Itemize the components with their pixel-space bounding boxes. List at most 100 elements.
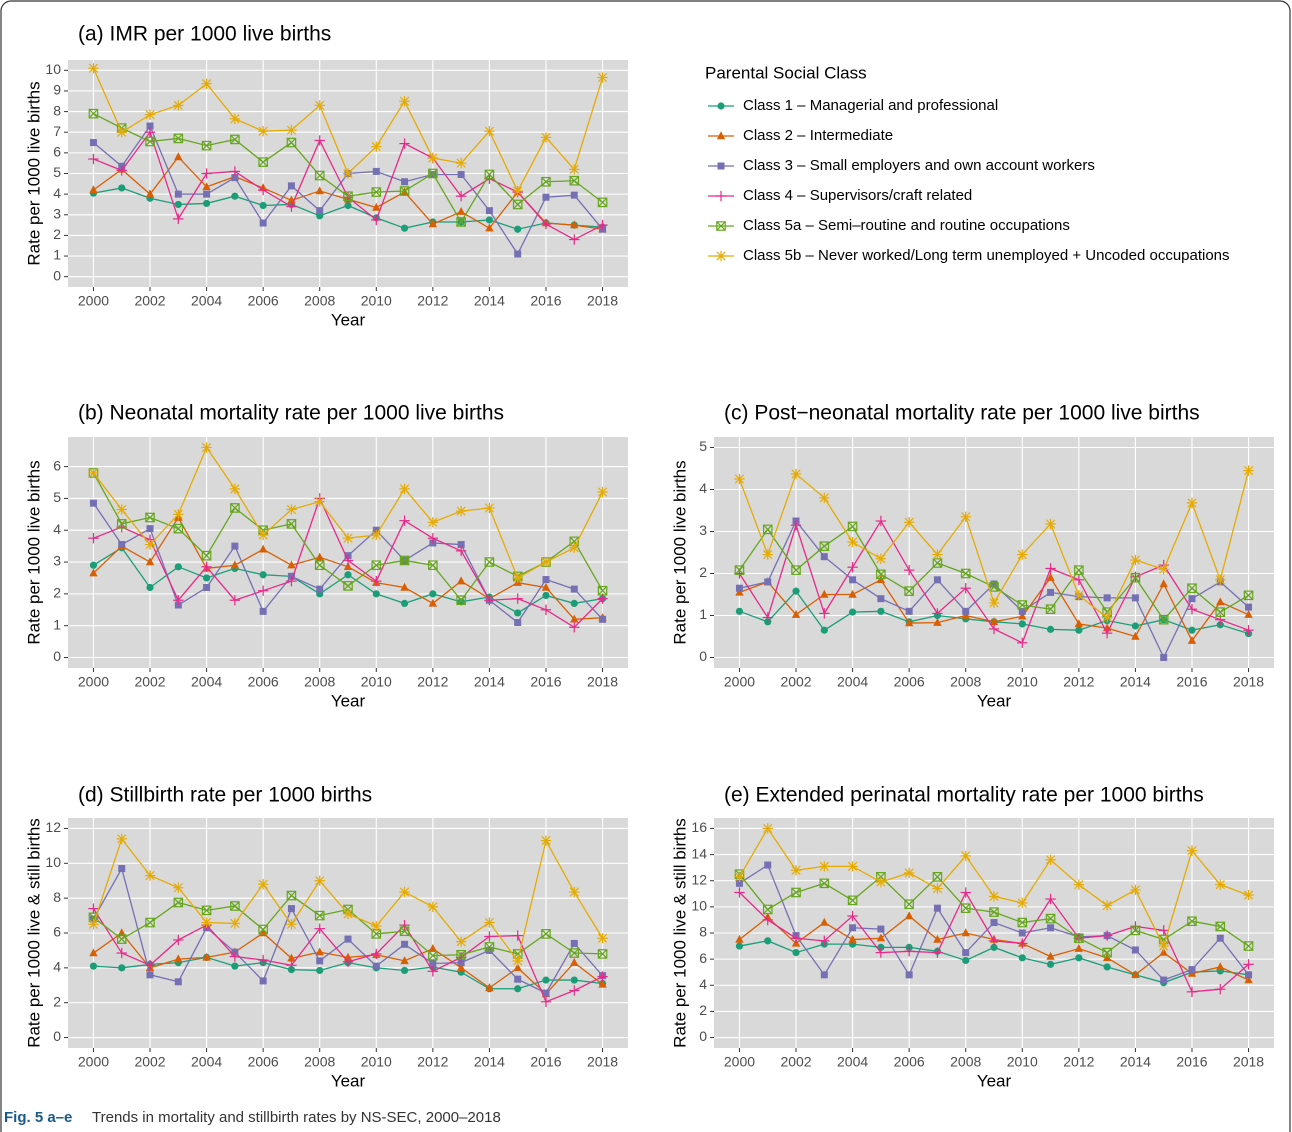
marker-stroke [258, 126, 268, 136]
data-point [734, 565, 745, 575]
data-point [875, 553, 887, 564]
data-point [485, 207, 493, 215]
y-tick-label: 2 [53, 226, 61, 242]
y-tick-label: 7 [53, 123, 61, 139]
data-point [764, 937, 772, 945]
data-point [569, 948, 580, 958]
data-point [400, 599, 409, 608]
marker-box [314, 170, 325, 181]
x-tick-label: 2018 [587, 1054, 618, 1070]
marker-stroke [1045, 604, 1056, 614]
data-point [174, 152, 183, 161]
data-point [989, 617, 999, 625]
data-point [1074, 943, 1084, 952]
marker-triangle [315, 947, 324, 956]
data-point [541, 176, 551, 187]
data-point [258, 157, 268, 167]
marker-box [201, 905, 212, 916]
data-point [118, 541, 126, 549]
data-point [174, 954, 183, 963]
marker-stroke [230, 114, 240, 124]
marker-stroke [428, 517, 438, 527]
data-point [201, 905, 212, 916]
data-point [89, 185, 98, 194]
marker-box [399, 926, 410, 937]
marker-box [116, 519, 127, 529]
marker-stroke [286, 125, 297, 135]
y-tick-label: 12 [691, 871, 707, 887]
marker-box [819, 541, 830, 551]
data-point [116, 127, 127, 138]
marker-stroke [989, 598, 999, 608]
marker-circle [1018, 954, 1026, 962]
data-point [541, 582, 551, 591]
marker-stroke [597, 933, 608, 943]
data-point [456, 963, 466, 972]
y-tick-label: 8 [53, 102, 61, 118]
legend-label: Class 5a – Semi–routine and routine occu… [743, 217, 1070, 234]
data-point [1130, 884, 1141, 896]
data-point [1045, 893, 1056, 905]
x-tick-label: 2010 [361, 1054, 392, 1070]
data-point [877, 607, 885, 615]
marker-stroke [541, 929, 551, 939]
data-point [1046, 960, 1055, 968]
marker-stroke [763, 524, 773, 535]
data-point [174, 190, 182, 198]
data-point [791, 565, 801, 575]
legend-label: Class 1 – Managerial and professional [743, 97, 998, 114]
data-point [456, 595, 466, 606]
data-point [201, 78, 212, 89]
legend-title: Parental Social Class [705, 63, 867, 82]
data-point [229, 113, 241, 125]
marker-stroke [1017, 898, 1027, 908]
data-point [847, 521, 858, 532]
data-point [259, 977, 267, 985]
marker-stroke [230, 901, 240, 911]
x-tick-label: 2002 [134, 293, 165, 309]
marker-stroke [399, 484, 410, 494]
marker-stroke [932, 549, 943, 560]
x-axis-label: Year [331, 310, 366, 329]
marker-triangle [570, 957, 579, 966]
data-point [597, 933, 608, 944]
marker-box [456, 595, 466, 606]
x-tick-label: 2016 [530, 293, 561, 309]
data-point [371, 141, 382, 152]
marker-square [1245, 971, 1253, 979]
data-point [174, 563, 182, 571]
marker-stroke [173, 133, 183, 144]
marker-square [231, 542, 239, 550]
marker-stroke [763, 549, 773, 560]
data-point [455, 936, 467, 947]
marker-stroke [173, 897, 183, 908]
data-point [1159, 579, 1168, 588]
data-point [1074, 933, 1084, 944]
marker-triangle [174, 152, 183, 161]
marker-stroke [1243, 465, 1254, 476]
data-point [762, 914, 773, 926]
x-tick-label: 2000 [78, 293, 109, 309]
marker-square [287, 905, 295, 913]
data-point [116, 934, 127, 944]
marker-stroke [569, 543, 579, 553]
data-point [118, 964, 126, 972]
data-point [287, 905, 295, 913]
marker-stroke [371, 530, 381, 540]
marker-square [514, 250, 522, 258]
y-tick-label: 5 [53, 489, 61, 505]
y-tick-label: 8 [53, 889, 61, 905]
marker-box [173, 523, 184, 534]
data-point [1131, 970, 1140, 979]
data-point [344, 935, 352, 943]
marker-circle [764, 937, 772, 945]
data-point [735, 879, 743, 887]
marker-triangle [848, 934, 857, 943]
data-point [1102, 947, 1112, 958]
data-point [427, 517, 439, 528]
data-point [905, 607, 913, 615]
data-point [230, 503, 240, 513]
data-point [257, 954, 269, 966]
data-point [932, 608, 943, 619]
marker-stroke [428, 168, 438, 179]
